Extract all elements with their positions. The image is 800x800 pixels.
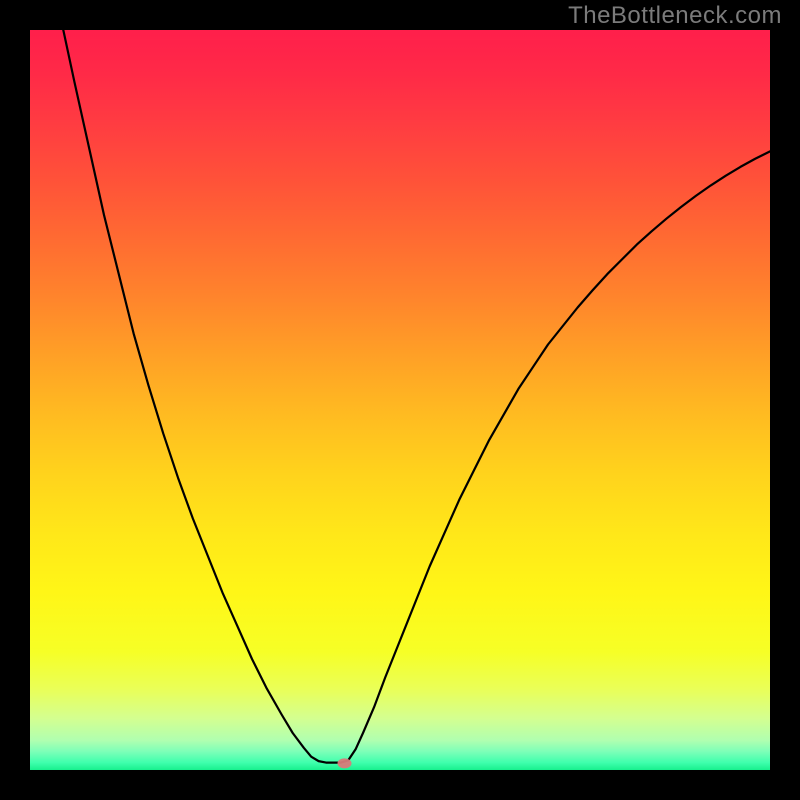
chart-container: TheBottleneck.com xyxy=(0,0,800,800)
plot-area xyxy=(30,30,770,770)
gradient-background xyxy=(30,30,770,770)
optimal-marker xyxy=(338,758,352,768)
chart-svg xyxy=(30,30,770,770)
watermark-text: TheBottleneck.com xyxy=(568,2,782,30)
